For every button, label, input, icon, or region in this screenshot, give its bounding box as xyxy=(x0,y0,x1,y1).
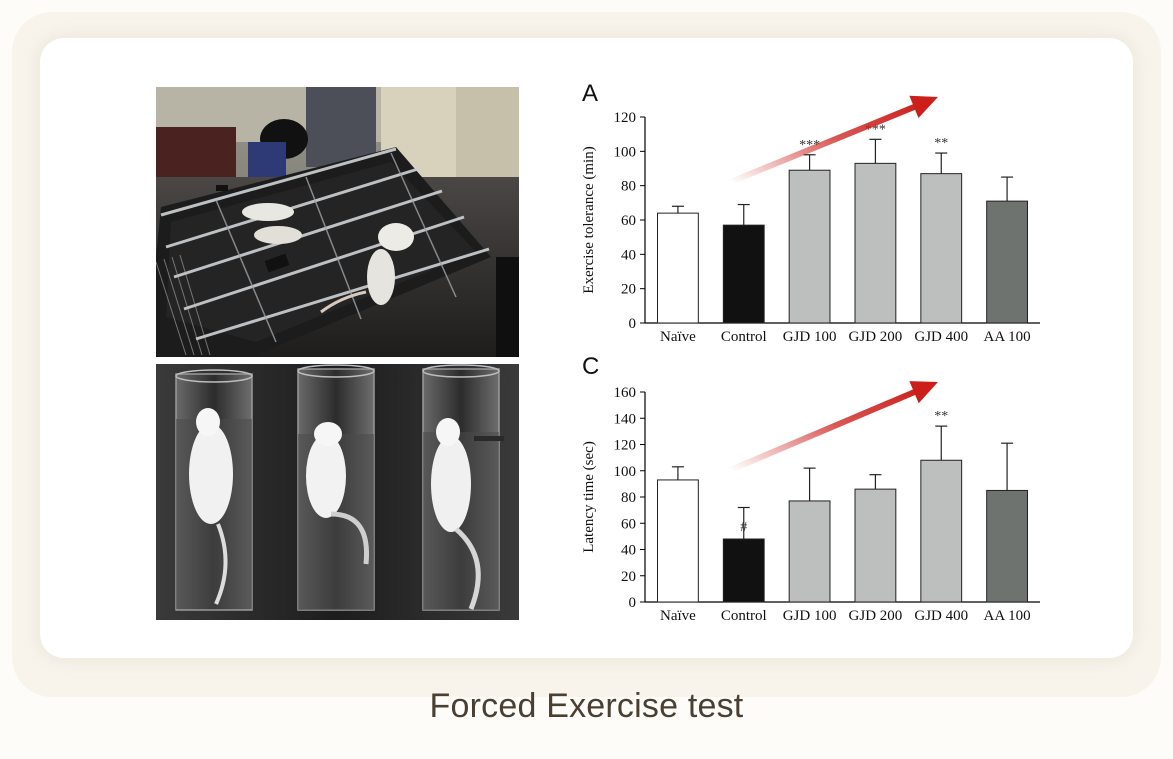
bar-gjd-100 xyxy=(788,500,831,603)
chart-a-svg: 0 20 40 60 80 100 120 Exercise tolerance (min) N… xyxy=(581,95,1040,345)
y-tick-label: 40 xyxy=(621,247,636,263)
figure-caption: Forced Exercise test xyxy=(429,687,744,725)
x-tick-label: GJD 100 xyxy=(783,329,837,345)
swim-cylinders-illustration xyxy=(156,364,519,620)
chart-c-svg: 0 20 40 60 80 100 120 140 160 Latency time (sec) N… xyxy=(581,381,1040,624)
treadmill-rats-photo xyxy=(156,87,519,357)
forced-swim-mice-photo xyxy=(156,364,519,620)
bar-gjd-200 xyxy=(854,162,897,324)
x-tick-label: Naïve xyxy=(660,329,696,345)
y-tick-label: 100 xyxy=(614,144,637,160)
chart-a-exercise-tolerance: 0 20 40 60 80 100 120 Exercise tolerance (min) N… xyxy=(560,78,1080,346)
bar-gjd-100 xyxy=(788,169,831,324)
chart-c-latency-time: 0 20 40 60 80 100 120 140 160 Latency time (sec) N… xyxy=(560,352,1080,632)
x-tick-label: AA 100 xyxy=(984,608,1031,624)
bar-na-ve xyxy=(657,212,699,324)
bar-gjd-400 xyxy=(920,173,963,324)
treadmill-illustration xyxy=(156,87,519,357)
x-tick-label: AA 100 xyxy=(984,329,1031,345)
significance-label: ** xyxy=(934,136,948,151)
y-tick-label: 80 xyxy=(621,490,636,506)
x-tick-label: GJD 200 xyxy=(849,608,903,624)
x-tick-label: GJD 100 xyxy=(783,608,837,624)
bar-control xyxy=(722,224,765,324)
y-tick-label: 60 xyxy=(621,516,636,532)
y-tick-label: 100 xyxy=(614,464,637,480)
trend-arrow xyxy=(727,381,938,473)
x-tick-label: GJD 400 xyxy=(914,329,968,345)
bar-control xyxy=(722,538,765,603)
bar-aa-100 xyxy=(986,200,1028,324)
significance-label: # xyxy=(740,520,747,535)
x-tick-label: Control xyxy=(721,608,767,624)
y-tick-label: 120 xyxy=(614,438,637,454)
y-tick-label: 140 xyxy=(614,411,637,427)
y-tick-label: 0 xyxy=(629,316,637,332)
panel-label-c: C xyxy=(582,353,600,380)
y-tick-label: 0 xyxy=(629,595,637,611)
x-tick-label: Naïve xyxy=(660,608,696,624)
y-axis-label: Exercise tolerance (min) xyxy=(581,146,597,293)
y-tick-label: 20 xyxy=(621,282,636,298)
panel-label-a: A xyxy=(582,80,599,107)
bar-aa-100 xyxy=(986,489,1028,603)
y-tick-label: 20 xyxy=(621,569,636,585)
significance-label: ** xyxy=(934,409,948,424)
x-tick-label: GJD 400 xyxy=(914,608,968,624)
y-tick-label: 120 xyxy=(614,110,637,126)
x-tick-label: Control xyxy=(721,329,767,345)
y-axis-label: Latency time (sec) xyxy=(581,441,597,553)
bar-gjd-400 xyxy=(920,459,963,603)
bar-gjd-200 xyxy=(854,488,897,603)
y-tick-label: 40 xyxy=(621,543,636,559)
x-tick-label: GJD 200 xyxy=(849,329,903,345)
bar-na-ve xyxy=(657,479,699,603)
trend-arrow xyxy=(727,95,938,185)
y-tick-label: 60 xyxy=(621,213,636,229)
y-tick-label: 160 xyxy=(614,385,637,401)
y-tick-label: 80 xyxy=(621,179,636,195)
